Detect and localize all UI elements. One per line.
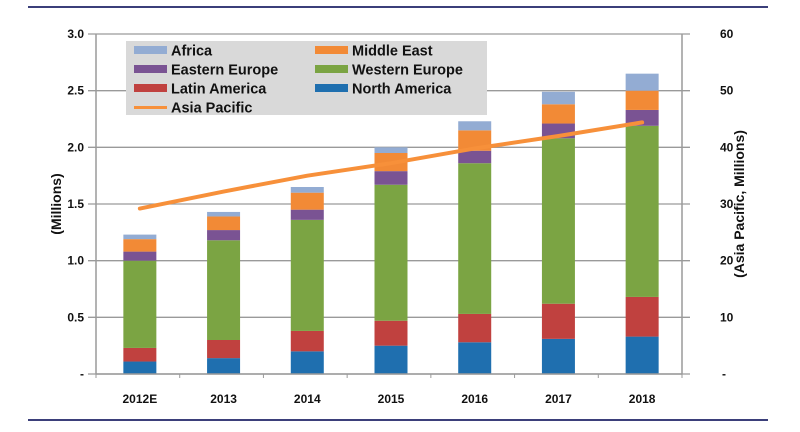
bar-middle-east-2013 <box>207 216 241 231</box>
y-tick-label: 1.0 <box>67 254 84 268</box>
bar-western-europe-2016 <box>458 163 492 314</box>
bar-north-america-2012e <box>123 361 157 374</box>
legend-label: Middle East <box>352 44 433 60</box>
bar-eastern-europe-2013 <box>207 230 241 241</box>
bar-western-europe-2015 <box>374 184 408 321</box>
y-tick-label: 1.5 <box>67 197 84 211</box>
bar-latin-america-2015 <box>374 320 408 346</box>
bar-latin-america-2012e <box>123 347 157 362</box>
y-tick-label: 0.5 <box>67 310 84 324</box>
bar-eastern-europe-2014 <box>290 209 324 220</box>
legend-swatch <box>315 84 348 92</box>
y-tick-label: - <box>80 367 84 381</box>
bar-middle-east-2014 <box>290 192 324 210</box>
bar-middle-east-2017 <box>541 104 575 124</box>
bar-africa-2014 <box>290 187 324 193</box>
bar-western-europe-2012e <box>123 260 157 348</box>
bar-north-america-2018 <box>625 336 659 374</box>
legend-label: North America <box>352 82 452 98</box>
y2-tick-label: 20 <box>720 254 734 268</box>
legend-label: Latin America <box>171 82 267 98</box>
legend-label: Africa <box>171 44 213 60</box>
x-tick-label: 2012E <box>123 392 158 406</box>
bar-africa-2018 <box>625 73 659 91</box>
left-axis-ticks: - 0.5 1.0 1.5 2.0 2.5 3.0 <box>67 27 84 381</box>
bar-north-america-2014 <box>290 351 324 374</box>
bar-africa-2016 <box>458 121 492 131</box>
y-tick-label: 2.0 <box>67 140 84 154</box>
legend: Africa Middle East Eastern Europe Western E… <box>126 41 487 117</box>
bars <box>123 73 659 374</box>
legend-swatch <box>315 46 348 54</box>
bar-eastern-europe-2016 <box>458 150 492 164</box>
legend-label: Eastern Europe <box>171 63 278 79</box>
bar-western-europe-2018 <box>625 125 659 297</box>
y-tick-label: 2.5 <box>67 84 84 98</box>
top-rule <box>28 6 768 8</box>
x-tick-label: 2014 <box>294 392 321 406</box>
bar-africa-2012e <box>123 234 157 240</box>
bar-eastern-europe-2012e <box>123 251 157 261</box>
bar-latin-america-2018 <box>625 296 659 337</box>
x-tick-label: 2017 <box>545 392 572 406</box>
x-tick-label: 2016 <box>461 392 488 406</box>
legend-swatch <box>315 65 348 73</box>
legend-swatch-line <box>134 106 167 109</box>
y2-tick-label: 30 <box>720 197 734 211</box>
y2-tick-label: 40 <box>720 140 734 154</box>
x-tick-label: 2015 <box>378 392 405 406</box>
bar-latin-america-2014 <box>290 330 324 352</box>
bar-north-america-2017 <box>541 338 575 374</box>
bar-latin-america-2013 <box>207 340 241 359</box>
legend-swatch <box>134 65 167 73</box>
bar-latin-america-2016 <box>458 313 492 343</box>
legend-label: Western Europe <box>352 63 463 79</box>
bar-middle-east-2012e <box>123 239 157 252</box>
bar-western-europe-2013 <box>207 240 241 340</box>
y-axis-title: (Millions) <box>48 173 64 234</box>
bar-africa-2013 <box>207 211 241 217</box>
x-axis-ticks: 2012E 2013 2014 2015 2016 2017 2018 <box>123 392 656 406</box>
y2-tick-label: 50 <box>720 84 734 98</box>
legend-swatch <box>134 46 167 54</box>
bar-africa-2015 <box>374 147 408 153</box>
x-tick-label: 2013 <box>210 392 237 406</box>
bar-western-europe-2017 <box>541 138 575 304</box>
bar-middle-east-2018 <box>625 90 659 110</box>
asia-pacific-line-layer <box>137 120 645 211</box>
bar-north-america-2015 <box>374 345 408 374</box>
y2-tick-label: - <box>722 367 726 381</box>
y2-tick-label: 10 <box>720 310 734 324</box>
bar-north-america-2013 <box>207 358 241 374</box>
legend-label: Asia Pacific <box>171 101 252 117</box>
bar-eastern-europe-2015 <box>374 171 408 185</box>
bar-latin-america-2017 <box>541 303 575 339</box>
right-axis-ticks: - 10 20 30 40 50 60 <box>720 27 734 381</box>
y-tick-label: 3.0 <box>67 27 84 41</box>
bar-africa-2017 <box>541 91 575 105</box>
legend-swatch <box>134 84 167 92</box>
legend-box <box>126 41 487 115</box>
y2-tick-label: 60 <box>720 27 734 41</box>
bottom-rule <box>28 419 768 421</box>
bar-north-america-2016 <box>458 342 492 374</box>
axes <box>95 34 683 378</box>
bar-western-europe-2014 <box>290 219 324 331</box>
y2-axis-title: (Asia Pacific, Millions) <box>731 130 747 278</box>
x-tick-label: 2018 <box>629 392 656 406</box>
